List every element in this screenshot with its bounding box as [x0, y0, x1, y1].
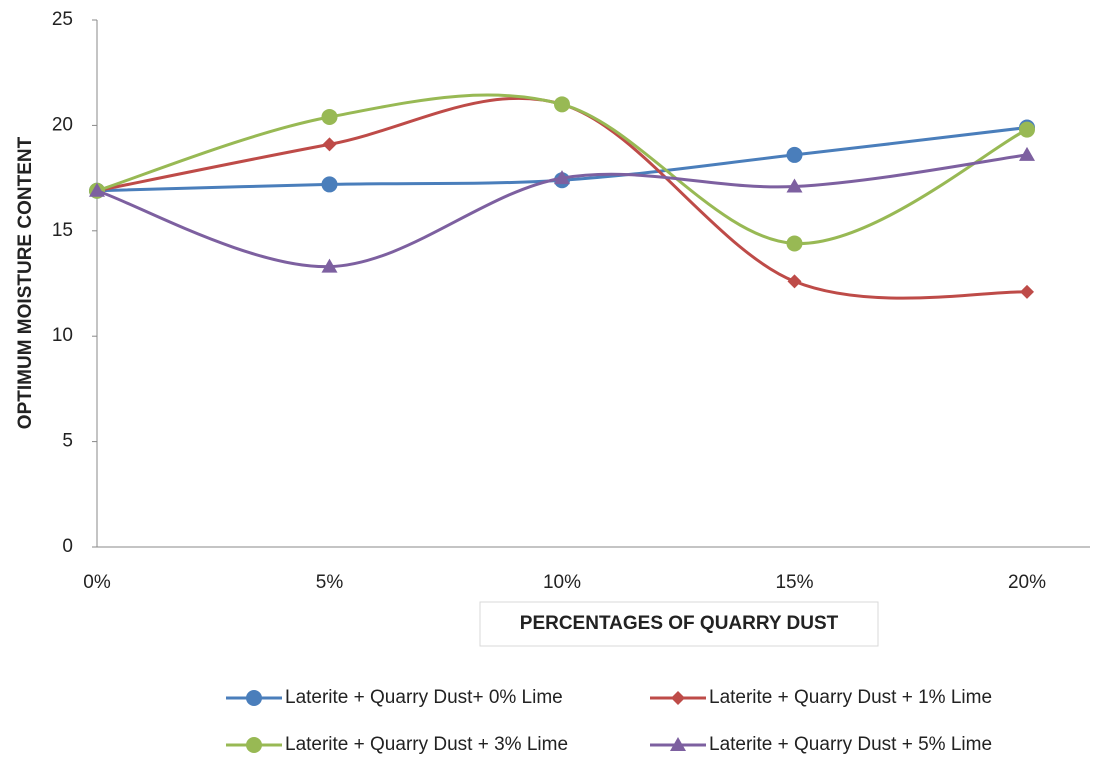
data-point	[786, 178, 803, 193]
y-tick-label: 10	[52, 325, 73, 346]
x-tick-label: 10%	[543, 572, 581, 593]
data-point	[89, 182, 105, 197]
data-point	[1019, 146, 1035, 161]
y-tick-label: 25	[52, 9, 73, 30]
x-tick-label: 20%	[1008, 572, 1046, 593]
y-tick-label: 0	[62, 536, 73, 557]
data-point	[1020, 284, 1034, 299]
series-line	[96, 96, 1028, 300]
series-line	[96, 93, 1028, 245]
data-point	[1019, 121, 1035, 138]
y-tick-label: 15	[52, 220, 73, 241]
legend-label: Laterite + Quarry Dust + 1% Lime	[709, 687, 992, 708]
legend-marker	[670, 737, 686, 751]
data-point	[786, 235, 803, 252]
x-axis-title: PERCENTAGES OF QUARRY DUST	[520, 613, 839, 634]
x-axis-title-box	[479, 601, 879, 647]
data-point	[321, 176, 338, 193]
data-point	[554, 170, 570, 185]
legend-label: Laterite + Quarry Dust + 3% Lime	[285, 734, 568, 755]
x-tick-label: 5%	[316, 572, 344, 593]
legend-marker	[246, 737, 262, 753]
y-tick-label: 20	[52, 114, 73, 135]
data-point	[554, 96, 570, 113]
legend-marker	[246, 690, 262, 706]
legend-label: Laterite + Quarry Dust+ 0% Lime	[285, 687, 563, 708]
y-axis-title: OPTIMUM MOISTURE CONTENT	[15, 136, 36, 429]
x-tick-label: 15%	[775, 572, 813, 593]
y-tick-label: 5	[62, 431, 73, 452]
x-tick-label: 0%	[83, 572, 111, 593]
data-point	[787, 274, 802, 289]
data-point	[322, 137, 337, 152]
legend-marker	[671, 691, 685, 705]
data-point	[321, 258, 338, 273]
data-point	[786, 146, 803, 163]
legend-label: Laterite + Quarry Dust + 5% Lime	[709, 734, 992, 755]
data-point	[321, 108, 338, 125]
